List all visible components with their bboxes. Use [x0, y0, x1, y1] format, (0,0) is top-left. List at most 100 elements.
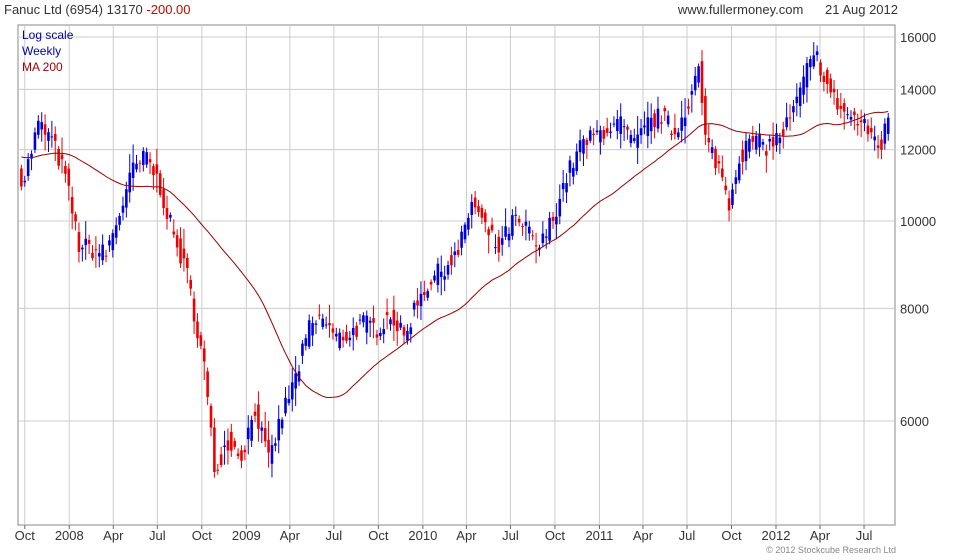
candle-up [792, 106, 795, 113]
candle-down [836, 98, 839, 110]
candle-up [250, 419, 253, 441]
candle-up [304, 338, 308, 346]
candle-up [754, 135, 758, 150]
candle-down [267, 439, 270, 453]
candle-down [94, 249, 98, 251]
candle-up [470, 201, 474, 215]
candle-up [114, 225, 118, 238]
candle-down [473, 197, 477, 208]
last-price: 13170 [106, 2, 143, 17]
candle-up [125, 189, 128, 208]
chart-header-right: www.fullermoney.com 21 Aug 2012 [678, 2, 898, 17]
candle-down [77, 232, 81, 253]
candle-down [226, 440, 230, 451]
candle-up [368, 320, 372, 323]
candle-down [60, 154, 64, 160]
candle-up [612, 123, 616, 125]
candle-up [846, 114, 849, 116]
candle-down [240, 450, 243, 461]
candle-up [426, 291, 430, 298]
site-link[interactable]: www.fullermoney.com [677, 2, 804, 17]
candle-up [108, 240, 111, 246]
candle-down [531, 235, 534, 237]
candle-down [192, 298, 196, 322]
candle-up [121, 205, 125, 213]
candle-up [690, 91, 694, 95]
candle-up [575, 151, 579, 172]
plot-area [17, 24, 896, 526]
ma-200-line [21, 111, 889, 399]
candle-down [483, 212, 487, 223]
candle-up [555, 216, 558, 225]
candle-down [341, 336, 345, 341]
candle-up [406, 330, 409, 341]
candle-down [64, 165, 67, 174]
x-tick-label: Jul [502, 528, 519, 543]
candle-down [318, 314, 321, 316]
candle-up [748, 138, 751, 152]
candle-up [118, 215, 121, 225]
legend-frequency: Weekly [22, 44, 62, 58]
candle-up [863, 118, 866, 124]
candle-down [839, 105, 843, 109]
candle-up [758, 133, 761, 148]
candle-up [666, 115, 670, 125]
candle-up [775, 133, 778, 146]
candle-up [307, 320, 311, 347]
candle-up [246, 427, 250, 440]
candle-up [507, 233, 511, 241]
candle-down [158, 173, 162, 195]
candle-down [87, 239, 91, 244]
candle-down [551, 216, 555, 221]
candle-up [47, 132, 50, 141]
candle-down [781, 129, 785, 136]
candle-up [504, 226, 507, 237]
candle-up [805, 63, 809, 88]
candle-up [446, 265, 450, 275]
candle-down [771, 137, 775, 147]
candle-up [697, 66, 700, 83]
candle-up [362, 315, 365, 323]
candle-down [700, 61, 704, 103]
candle-down [585, 139, 589, 145]
y-tick-label: 12000 [900, 143, 936, 158]
candle-up [321, 318, 325, 327]
candle-down [375, 334, 379, 338]
candle-down [727, 198, 731, 211]
chart-date: 21 Aug 2012 [824, 2, 898, 17]
candle-up [639, 128, 643, 136]
candle-up [37, 120, 40, 135]
candle-up [683, 117, 687, 127]
candle-down [345, 331, 348, 341]
candle-down [253, 411, 257, 416]
candle-down [653, 113, 656, 128]
candle-up [511, 215, 514, 236]
candle-down [213, 427, 216, 473]
candle-up [443, 276, 446, 280]
candle-up [338, 332, 341, 349]
candle-down [263, 428, 267, 442]
candle-up [379, 332, 382, 337]
candle-down [70, 197, 74, 214]
candle-down [209, 405, 213, 428]
candle-up [544, 236, 548, 238]
candle-up [622, 126, 626, 128]
candle-up [382, 329, 385, 335]
candle-down [219, 454, 223, 466]
candle-down [592, 133, 595, 136]
candle-up [737, 163, 741, 181]
candle-down [687, 106, 690, 109]
candle-down [179, 238, 182, 264]
candle-down [233, 441, 237, 447]
candle-down [456, 249, 460, 255]
candle-up [294, 373, 297, 389]
candle-up [365, 315, 369, 333]
x-tick-label: 2010 [408, 528, 437, 543]
candle-down [257, 404, 260, 429]
candle-down [328, 323, 331, 326]
candle-up [409, 327, 413, 335]
candle-up [297, 371, 301, 382]
candle-down [402, 327, 406, 336]
legend-ma: MA 200 [22, 60, 63, 74]
